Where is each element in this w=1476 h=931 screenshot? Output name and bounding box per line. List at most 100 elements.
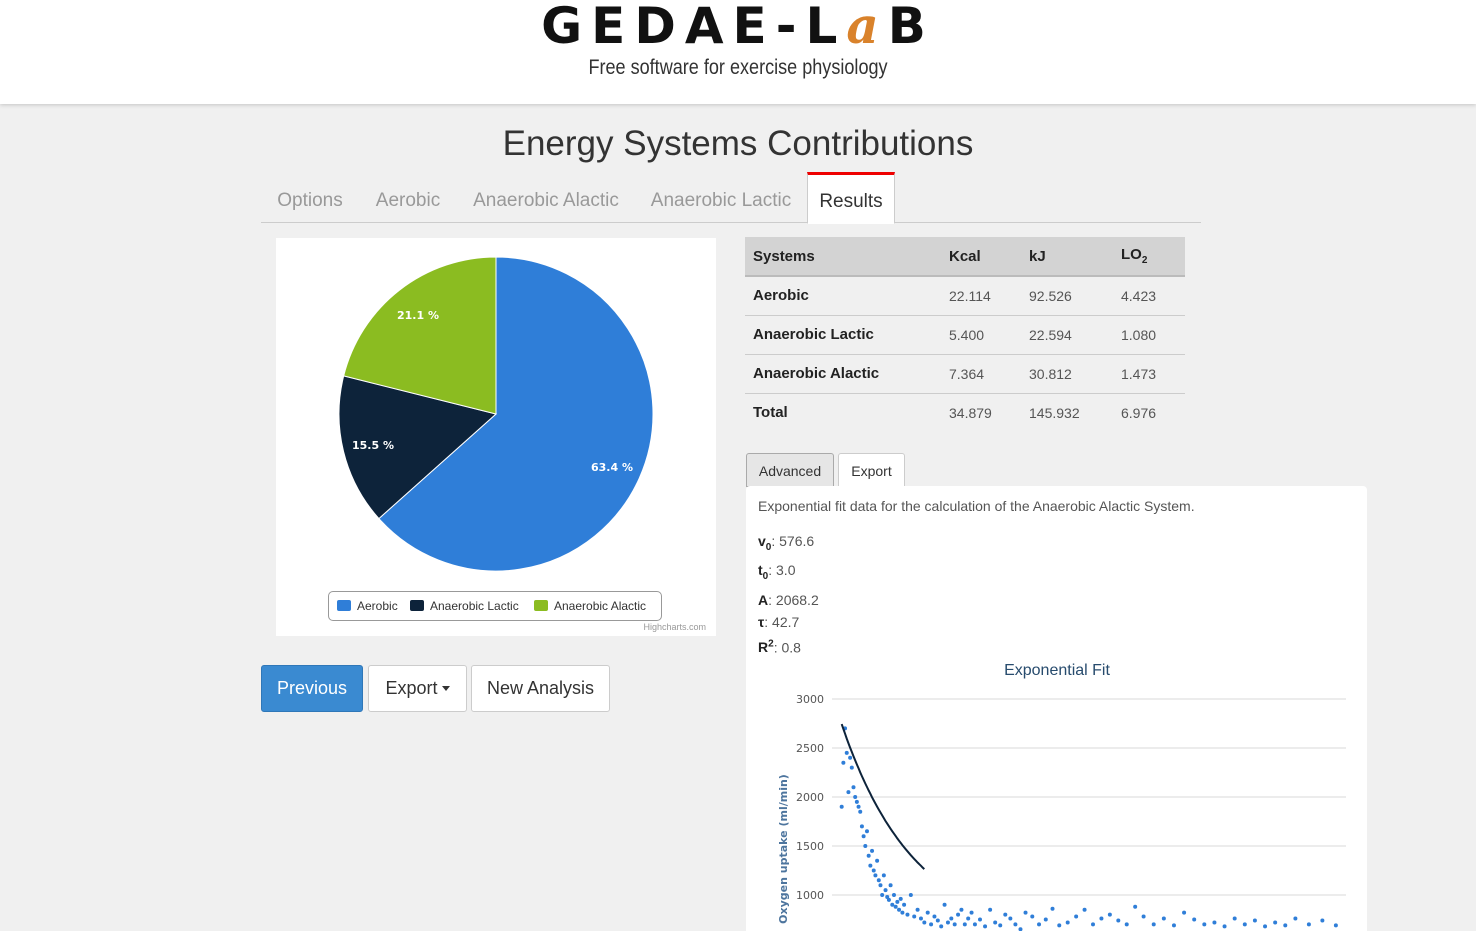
scatter-point[interactable] [849, 765, 854, 770]
scatter-point[interactable] [883, 888, 888, 893]
scatter-point[interactable] [962, 922, 967, 927]
scatter-point[interactable] [925, 910, 930, 915]
scatter-point[interactable] [952, 922, 957, 927]
scatter-point[interactable] [895, 899, 900, 904]
scatter-point[interactable] [915, 907, 920, 912]
scatter-point[interactable] [1192, 917, 1197, 922]
scatter-point[interactable] [1008, 916, 1013, 921]
scatter-point[interactable] [972, 922, 977, 927]
subtab-advanced[interactable]: Advanced [746, 453, 834, 487]
scatter-point[interactable] [1057, 923, 1062, 928]
scatter-point[interactable] [873, 873, 878, 878]
scatter-point[interactable] [881, 873, 886, 878]
scatter-point[interactable] [1018, 927, 1023, 931]
legend-item-anaerobic-alactic[interactable]: Anaerobic Alactic [534, 599, 646, 613]
scatter-point[interactable] [959, 907, 964, 912]
tab-results[interactable]: Results [807, 172, 895, 224]
tab-options[interactable]: Options [277, 190, 343, 211]
scatter-point[interactable] [993, 920, 998, 925]
scatter-point[interactable] [853, 795, 858, 799]
scatter-point[interactable] [890, 902, 895, 907]
scatter-point[interactable] [846, 790, 851, 795]
scatter-point[interactable] [942, 902, 947, 907]
scatter-point[interactable] [875, 858, 880, 863]
scatter-point[interactable] [1043, 917, 1048, 922]
scatter-point[interactable] [858, 809, 863, 814]
scatter-point[interactable] [935, 918, 940, 923]
scatter-point[interactable] [868, 863, 873, 868]
scatter-point[interactable] [891, 893, 896, 897]
scatter-point[interactable] [988, 907, 993, 912]
scatter-point[interactable] [998, 923, 1003, 928]
new-analysis-button[interactable]: New Analysis [471, 665, 610, 712]
scatter-point[interactable] [905, 912, 910, 917]
scatter-point[interactable] [876, 878, 881, 883]
export-dropdown-button[interactable]: Export [368, 665, 467, 712]
scatter-point[interactable] [929, 922, 934, 927]
scatter-point[interactable] [1212, 920, 1217, 925]
scatter-point[interactable] [1050, 906, 1055, 911]
scatter-point[interactable] [841, 760, 846, 765]
scatter-point[interactable] [866, 853, 871, 858]
scatter-point[interactable] [893, 904, 898, 909]
highcharts-credits[interactable]: Highcharts.com [643, 622, 706, 632]
scatter-point[interactable] [1222, 924, 1227, 929]
tab-anaerobic-alactic[interactable]: Anaerobic Alactic [473, 190, 619, 211]
scatter-point[interactable] [932, 914, 937, 919]
scatter-point[interactable] [1320, 918, 1325, 923]
scatter-point[interactable] [861, 834, 866, 839]
tab-anaerobic-lactic[interactable]: Anaerobic Lactic [650, 190, 792, 211]
scatter-point[interactable] [918, 916, 923, 921]
scatter-point[interactable] [839, 804, 844, 809]
scatter-point[interactable] [1283, 923, 1288, 928]
scatter-point[interactable] [969, 910, 974, 915]
scatter-point[interactable] [1037, 922, 1042, 927]
scatter-point[interactable] [859, 824, 864, 829]
pie-slice-aerobic[interactable] [378, 256, 654, 572]
scatter-point[interactable] [945, 920, 950, 925]
scatter-point[interactable] [956, 912, 961, 917]
scatter-point[interactable] [1099, 916, 1104, 921]
scatter-point[interactable] [878, 883, 883, 888]
scatter-point[interactable] [908, 893, 913, 897]
scatter-point[interactable] [1161, 916, 1166, 921]
scatter-point[interactable] [1013, 922, 1018, 927]
scatter-point[interactable] [1030, 914, 1035, 919]
subtab-export[interactable]: Export [838, 453, 905, 487]
scatter-point[interactable] [1065, 920, 1070, 925]
pie-slice-anaerobic-alactic[interactable] [343, 256, 497, 415]
scatter-point[interactable] [1151, 922, 1156, 927]
scatter-point[interactable] [900, 910, 905, 915]
pie-slice-anaerobic-lactic[interactable] [338, 375, 498, 520]
scatter-point[interactable] [983, 924, 988, 929]
scatter-point[interactable] [1202, 922, 1207, 927]
scatter-point[interactable] [1074, 914, 1079, 919]
scatter-point[interactable] [1023, 910, 1028, 915]
scatter-point[interactable] [863, 844, 868, 848]
scatter-point[interactable] [922, 920, 927, 925]
scatter-point[interactable] [1293, 916, 1298, 921]
scatter-point[interactable] [1091, 922, 1095, 927]
scatter-point[interactable] [977, 917, 982, 922]
scatter-point[interactable] [1333, 923, 1338, 928]
scatter-point[interactable] [898, 896, 903, 901]
scatter-point[interactable] [1082, 907, 1087, 912]
scatter-point[interactable] [912, 914, 917, 919]
legend-item-aerobic[interactable]: Aerobic [337, 599, 398, 613]
scatter-point[interactable] [1242, 922, 1247, 927]
scatter-point[interactable] [1171, 923, 1176, 928]
scatter-point[interactable] [1124, 922, 1129, 927]
scatter-point[interactable] [854, 799, 859, 804]
scatter-point[interactable] [1252, 918, 1257, 923]
scatter-point[interactable] [902, 902, 907, 907]
scatter-point[interactable] [848, 755, 853, 760]
scatter-point[interactable] [856, 804, 861, 809]
scatter-point[interactable] [966, 916, 971, 921]
scatter-point[interactable] [1141, 914, 1146, 919]
legend-item-anaerobic-lactic[interactable]: Anaerobic Lactic [410, 599, 519, 613]
scatter-point[interactable] [939, 924, 944, 929]
scatter-point[interactable] [1263, 924, 1268, 929]
scatter-point[interactable] [1306, 922, 1311, 927]
scatter-point[interactable] [851, 785, 856, 790]
scatter-point[interactable] [1232, 916, 1237, 921]
